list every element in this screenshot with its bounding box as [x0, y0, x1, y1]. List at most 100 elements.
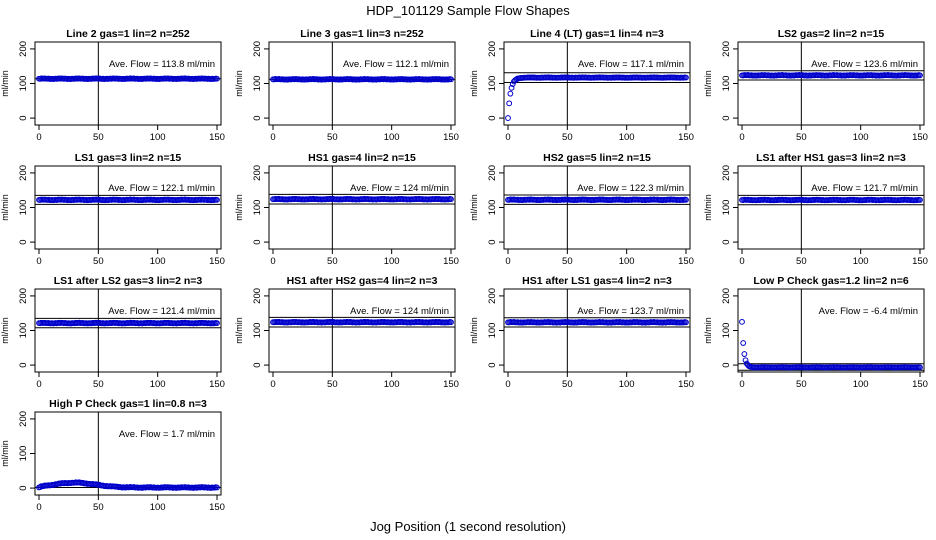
x-tick-label: 50 [93, 132, 104, 143]
x-tick-label: 100 [619, 256, 635, 267]
x-tick-label: 50 [796, 132, 807, 143]
x-tick-label: 50 [93, 379, 104, 390]
data-point [683, 319, 689, 326]
figure-xlabel: Jog Position (1 second resolution) [370, 519, 566, 534]
x-tick-label: 150 [443, 379, 459, 390]
y-tick-label: 0 [252, 115, 263, 120]
y-axis-label: ml/min [234, 194, 244, 221]
y-tick-label: 200 [487, 41, 498, 57]
data-points [270, 195, 454, 203]
x-tick-label: 150 [912, 256, 928, 267]
y-axis-label: ml/min [0, 317, 10, 344]
y-tick-label: 0 [252, 239, 263, 244]
data-point [740, 340, 747, 346]
x-tick-label: 0 [36, 502, 41, 513]
data-point [448, 196, 454, 203]
mean-flow-annotation: Ave. Flow = 122.3 ml/min [577, 183, 684, 194]
y-axis-label: ml/min [0, 70, 10, 97]
y-tick-label: 100 [18, 446, 29, 462]
data-point [505, 115, 511, 121]
x-tick-label: 100 [619, 132, 635, 143]
plot-frame [34, 165, 222, 250]
x-tick-label: 100 [150, 502, 166, 513]
panel-3: Line 4 (LT) gas=1 lin=4 n=3 ml/min 0 100 200… [469, 28, 694, 143]
data-points [739, 196, 923, 204]
data-point [214, 75, 220, 82]
y-tick-label: 100 [18, 76, 29, 92]
panel-11: HS1 after LS1 gas=4 lin=2 n=3 ml/min 0 100 2… [469, 275, 694, 390]
y-tick-label: 0 [18, 239, 29, 244]
x-tick-label: 50 [93, 502, 104, 513]
x-tick-label: 0 [270, 379, 275, 390]
panel-9: LS1 after LS2 gas=3 lin=2 n=3 ml/min 0 100 2… [0, 275, 225, 390]
y-tick-label: 200 [18, 165, 29, 181]
panel-13: High P Check gas=1 lin=0.8 n=3 ml/min 0 100… [0, 398, 225, 513]
x-tick-label: 50 [796, 256, 807, 267]
mean-flow-annotation: Ave. Flow = 121.4 ml/min [108, 306, 215, 317]
x-tick-label: 0 [739, 379, 744, 390]
x-tick-label: 150 [912, 379, 928, 390]
x-tick-label: 100 [853, 132, 869, 143]
y-axis-label: ml/min [0, 440, 10, 467]
y-tick-label: 0 [721, 362, 732, 367]
y-tick-label: 0 [487, 239, 498, 244]
y-tick-label: 200 [252, 41, 263, 57]
data-point [506, 100, 513, 107]
mean-flow-annotation: Ave. Flow = 117.1 ml/min [578, 59, 684, 70]
y-tick-label: 200 [18, 288, 29, 304]
data-points [505, 319, 689, 326]
panel-title: LS1 after HS1 gas=3 lin=2 n=3 [756, 152, 906, 164]
x-tick-label: 150 [678, 132, 694, 143]
x-tick-label: 50 [327, 379, 338, 390]
panel-5: LS1 gas=3 lin=2 n=15 ml/min 0 100 200 0 50 100 1… [0, 152, 225, 267]
y-axis-label: ml/min [234, 70, 244, 97]
panel-title: LS1 after LS2 gas=3 lin=2 n=3 [54, 275, 203, 287]
y-tick-label: 200 [18, 411, 29, 427]
data-point [917, 72, 923, 79]
x-tick-label: 0 [36, 256, 41, 267]
y-tick-label: 100 [721, 323, 732, 339]
plot-frame [268, 165, 456, 250]
data-points [36, 196, 220, 204]
x-tick-label: 150 [678, 256, 694, 267]
panel-title: HS1 after HS2 gas=4 lin=2 n=3 [287, 275, 438, 287]
y-axis-label: ml/min [469, 70, 479, 97]
data-points [36, 319, 220, 327]
mean-flow-annotation: Ave. Flow = 121.7 ml/min [811, 183, 918, 194]
mean-flow-annotation: Ave. Flow = 123.6 ml/min [811, 59, 918, 70]
data-point [214, 484, 220, 491]
y-tick-label: 0 [18, 362, 29, 367]
panel-title: LS1 gas=3 lin=2 n=15 [75, 152, 182, 164]
x-tick-label: 50 [796, 379, 807, 390]
data-points [739, 72, 923, 79]
data-points [270, 318, 454, 326]
x-tick-label: 150 [209, 379, 225, 390]
x-tick-label: 0 [739, 132, 744, 143]
y-tick-label: 100 [252, 323, 263, 339]
data-points [36, 479, 220, 491]
y-axis-label: ml/min [469, 194, 479, 221]
x-tick-label: 0 [270, 132, 275, 143]
panel-2: Line 3 gas=1 lin=3 n=252 ml/min 0 100 200 0 50… [234, 28, 459, 143]
data-points [739, 318, 923, 371]
x-tick-label: 50 [93, 256, 104, 267]
panel-title: HS1 gas=4 lin=2 n=15 [308, 152, 416, 164]
y-tick-label: 100 [721, 200, 732, 216]
mean-flow-annotation: Ave. Flow = 112.1 ml/min [343, 59, 449, 70]
data-points [505, 74, 689, 121]
mean-flow-annotation: Ave. Flow = -6.4 ml/min [819, 306, 918, 317]
x-tick-label: 0 [739, 256, 744, 267]
y-tick-label: 0 [252, 362, 263, 367]
x-tick-label: 100 [150, 132, 166, 143]
plot-frame [503, 41, 691, 126]
y-tick-label: 200 [487, 165, 498, 181]
x-tick-label: 100 [150, 256, 166, 267]
panel-1: Line 2 gas=1 lin=2 n=252 ml/min 0 100 200 0 50… [0, 28, 225, 143]
y-tick-label: 0 [721, 115, 732, 120]
mean-flow-annotation: Ave. Flow = 113.8 ml/min [109, 59, 215, 70]
x-tick-label: 0 [505, 132, 510, 143]
data-point [214, 196, 220, 203]
x-tick-label: 50 [562, 379, 573, 390]
data-point [448, 319, 454, 326]
data-point [917, 197, 923, 203]
